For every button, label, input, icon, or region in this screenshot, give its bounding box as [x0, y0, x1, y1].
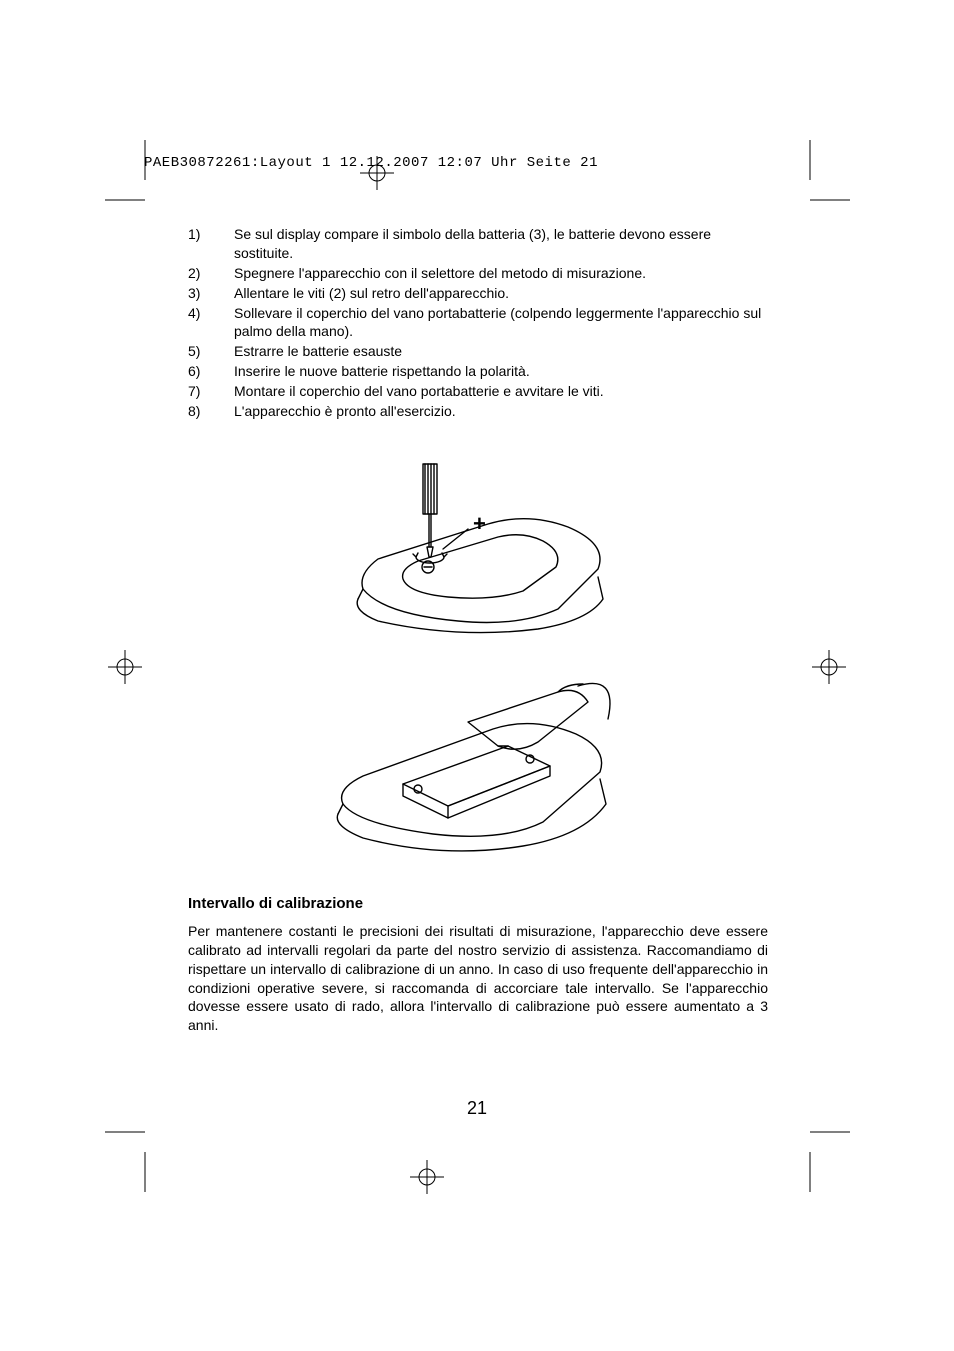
list-item: 7) Montare il coperchio del vano portaba… — [188, 382, 768, 401]
reg-mark-left — [108, 650, 142, 684]
section-body: Per mantenere costanti le precisioni dei… — [188, 922, 768, 1035]
reg-mark-right — [812, 650, 846, 684]
list-text: Se sul display compare il simbolo della … — [234, 225, 768, 263]
reg-mark-bottom — [410, 1160, 444, 1194]
list-number: 2) — [188, 264, 234, 283]
list-number: 1) — [188, 225, 234, 263]
list-text: Montare il coperchio del vano portabatte… — [234, 382, 768, 401]
list-item: 6) Inserire le nuove batterie rispettand… — [188, 362, 768, 381]
list-number: 6) — [188, 362, 234, 381]
section-title: Intervallo di calibrazione — [188, 895, 768, 912]
device-cover-illustration — [308, 664, 648, 864]
crop-mark-tl — [85, 140, 147, 202]
crop-mark-br — [808, 1130, 870, 1192]
list-text: Spegnere l'apparecchio con il selettore … — [234, 264, 768, 283]
page-number: 21 — [0, 1098, 954, 1119]
list-text: Allentare le viti (2) sul retro dell'app… — [234, 284, 768, 303]
page-content: 1) Se sul display compare il simbolo del… — [188, 225, 768, 1035]
list-item: 5) Estrarre le batterie esauste — [188, 342, 768, 361]
list-item: 3) Allentare le viti (2) sul retro dell'… — [188, 284, 768, 303]
list-number: 4) — [188, 304, 234, 342]
numbered-list: 1) Se sul display compare il simbolo del… — [188, 225, 768, 421]
layout-slug: PAEB30872261:Layout 1 12.12.2007 12:07 U… — [144, 155, 598, 171]
list-item: 4) Sollevare il coperchio del vano porta… — [188, 304, 768, 342]
list-text: L'apparecchio è pronto all'esercizio. — [234, 402, 768, 421]
crop-mark-tr — [808, 140, 870, 202]
device-figure: + — [188, 449, 768, 869]
list-item: 2) Spegnere l'apparecchio con il seletto… — [188, 264, 768, 283]
list-number: 8) — [188, 402, 234, 421]
crop-mark-bl — [85, 1130, 147, 1192]
list-number: 3) — [188, 284, 234, 303]
list-number: 5) — [188, 342, 234, 361]
list-text: Inserire le nuove batterie rispettando l… — [234, 362, 768, 381]
list-text: Estrarre le batterie esauste — [234, 342, 768, 361]
list-number: 7) — [188, 382, 234, 401]
list-item: 1) Se sul display compare il simbolo del… — [188, 225, 768, 263]
plus-label: + — [473, 511, 486, 536]
list-text: Sollevare il coperchio del vano portabat… — [234, 304, 768, 342]
device-screwdriver-illustration: + — [308, 449, 648, 649]
list-item: 8) L'apparecchio è pronto all'esercizio. — [188, 402, 768, 421]
